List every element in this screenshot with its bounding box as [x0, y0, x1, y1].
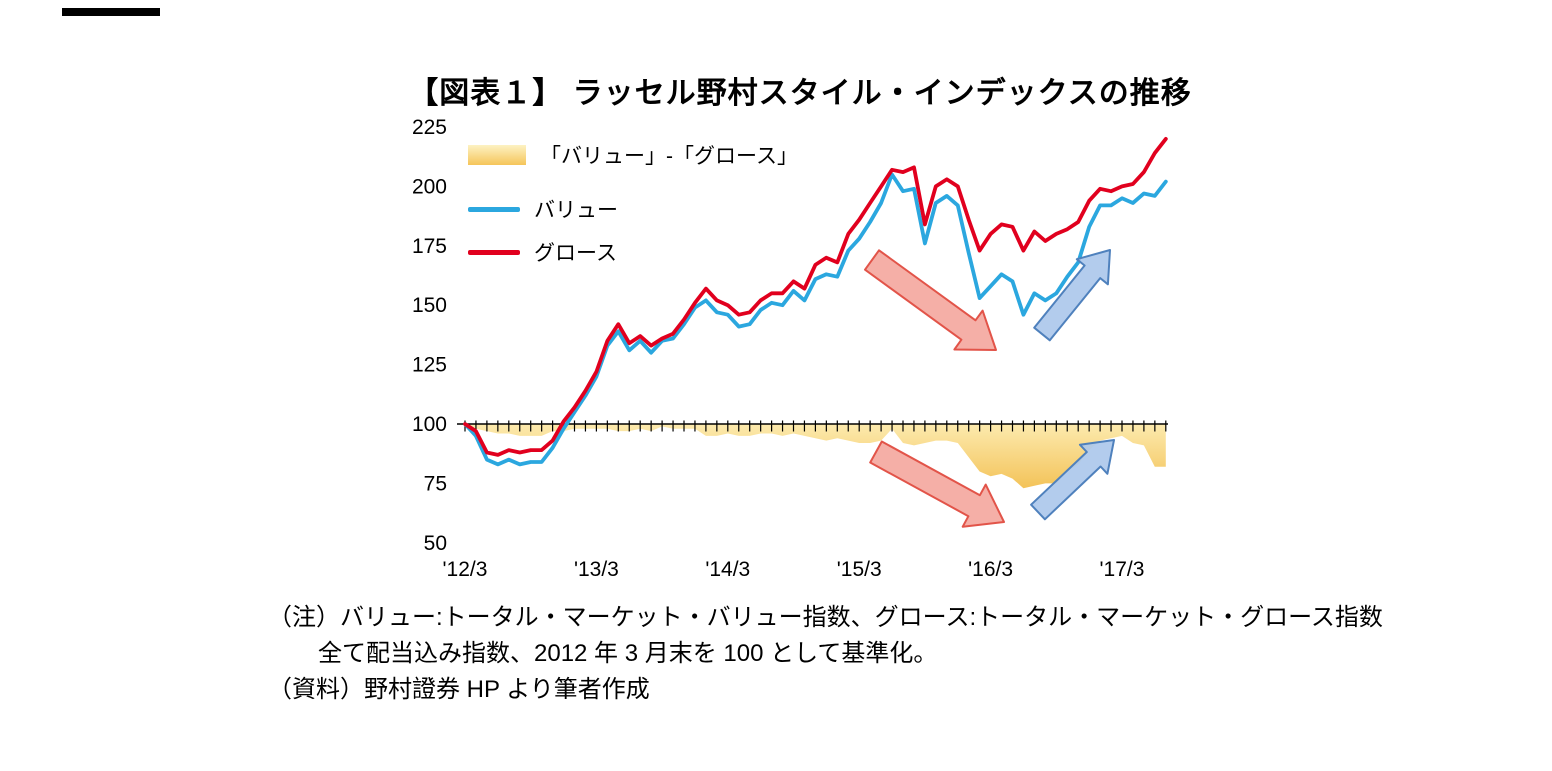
top-left-artifact	[62, 8, 160, 16]
x-axis: '12/3 '13/3 '14/3 '15/3 '16/3 '17/3	[443, 558, 1145, 581]
x-axis-label: '17/3	[1100, 558, 1145, 581]
chart-legend: 「バリュー」-「グロース」 バリュー グロース	[468, 140, 808, 270]
y-axis-label: 150	[412, 294, 447, 317]
x-axis-label: '15/3	[837, 558, 882, 581]
x-axis-label: '13/3	[574, 558, 619, 581]
y-axis-label: 225	[412, 116, 447, 139]
growth-line	[463, 136, 1168, 457]
x-axis-label: '14/3	[705, 558, 750, 581]
y-axis-label: 50	[424, 532, 447, 555]
y-axis: 50 75 100 125 150 175 200 225	[412, 116, 447, 555]
value-line-swatch	[468, 206, 520, 212]
growth-line-swatch	[468, 249, 520, 255]
y-axis-label: 100	[412, 413, 447, 436]
note-line-2: 全て配当込み指数、2012 年 3 月末を 100 として基準化。	[318, 640, 938, 667]
note-line-3: （資料）野村證券 HP より筆者作成	[268, 676, 650, 703]
legend-item-growth: グロース	[468, 237, 617, 267]
legend-label-growth: グロース	[534, 242, 617, 265]
decline-arrow-lower	[869, 440, 1005, 528]
decline-arrow-upper	[864, 249, 997, 351]
y-axis-label: 125	[412, 354, 447, 377]
legend-label-difference: 「バリュー」-「グロース」	[540, 145, 798, 168]
chart-title: 【図表１】 ラッセル野村スタイル・インデックスの推移	[408, 77, 1192, 110]
recovery-arrow-lower	[1030, 439, 1115, 521]
recovery-arrow-upper	[1033, 249, 1111, 342]
chart-notes: （注）バリュー:トータル・マーケット・バリュー指数、グロース:トータル・マーケッ…	[268, 600, 1383, 708]
legend-label-value: バリュー	[534, 199, 618, 222]
y-axis-label: 175	[412, 235, 447, 258]
x-axis-label: '16/3	[968, 558, 1013, 581]
x-axis-label: '12/3	[443, 558, 488, 581]
difference-area-swatch	[468, 145, 526, 165]
legend-item-difference: 「バリュー」-「グロース」	[468, 140, 798, 170]
difference-area	[465, 424, 1166, 489]
y-axis-label: 200	[412, 175, 447, 198]
note-line-1: （注）バリュー:トータル・マーケット・バリュー指数、グロース:トータル・マーケッ…	[268, 604, 1383, 631]
legend-item-value: バリュー	[468, 194, 618, 224]
value-line	[463, 172, 1168, 467]
y-axis-label: 75	[424, 472, 447, 495]
